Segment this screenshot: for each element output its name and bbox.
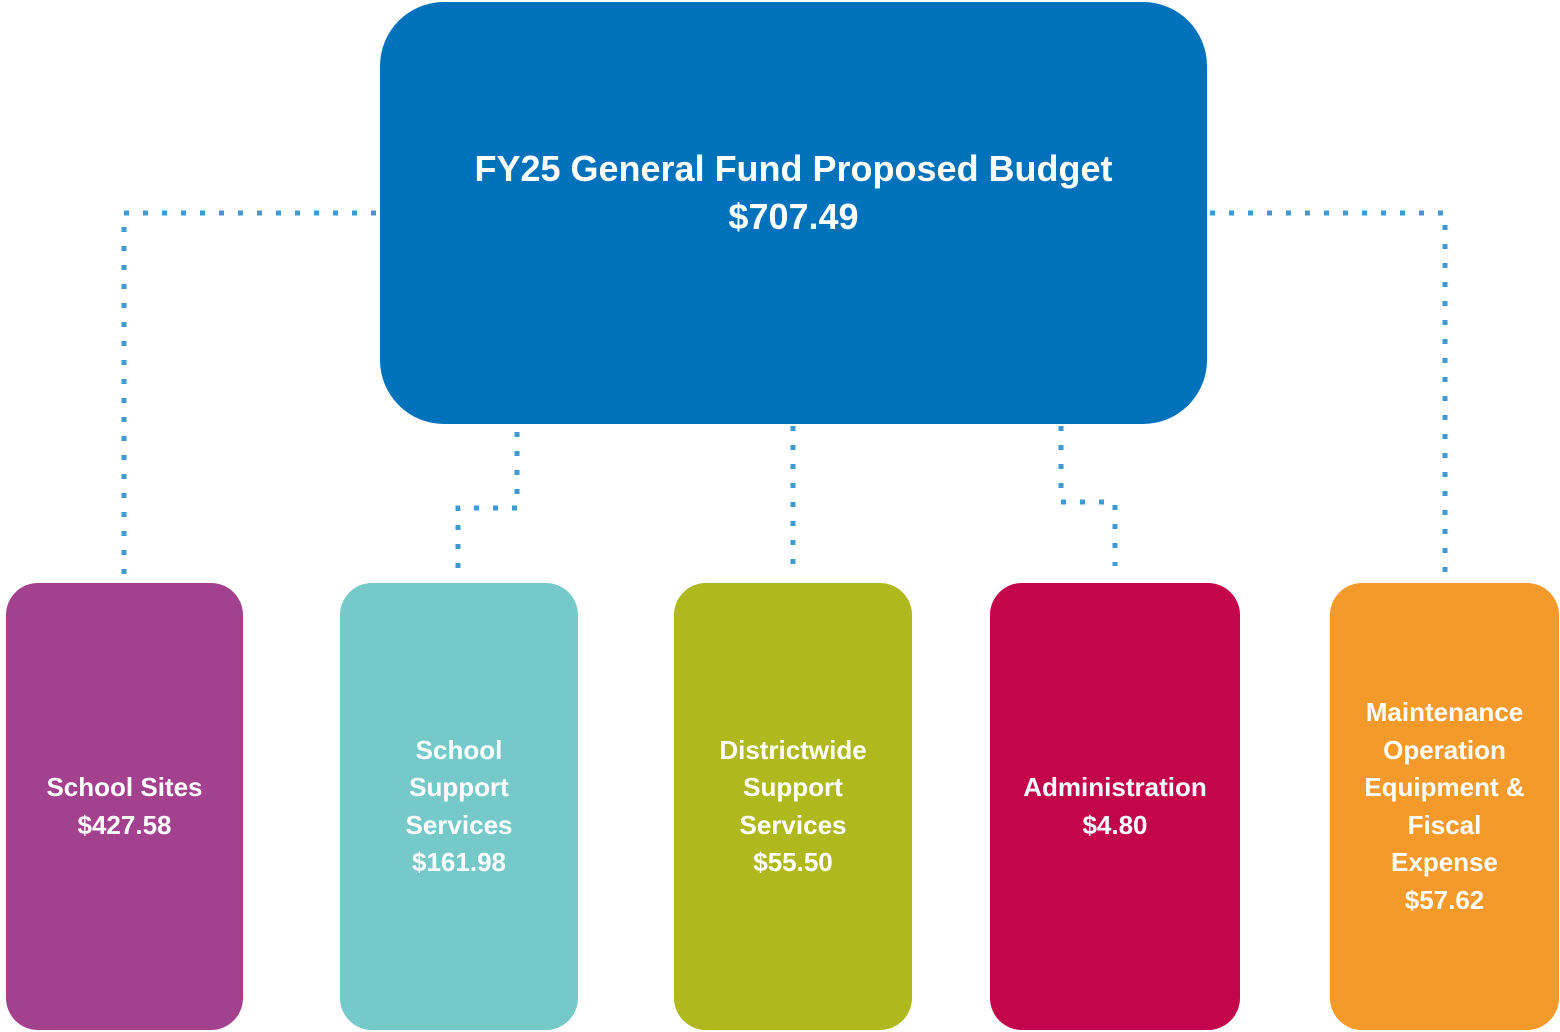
node-value: $57.62 [1404, 884, 1485, 915]
node-label: Operation [1383, 734, 1506, 765]
node-box: Maintenance Operation Equipment & Fiscal Exp… [1330, 583, 1559, 1030]
node-value: $427.58 [77, 809, 172, 840]
node-label: Maintenance [1365, 697, 1524, 727]
node-value: $4.80 [1082, 809, 1148, 840]
node-box: School Sites $427.58 [6, 583, 243, 1030]
node-label: Administration [1023, 772, 1207, 802]
node-box: Districtwide Support Services $55.50 [674, 583, 912, 1030]
node-label: Fiscal [1407, 809, 1482, 840]
node-label: Support [409, 772, 509, 802]
node-box: School Support Services $161.98 [340, 583, 578, 1030]
root-value: $707.49 [728, 196, 859, 237]
connector [1210, 210, 1448, 572]
node-value: $161.98 [412, 847, 506, 877]
node-label: Services [405, 809, 513, 840]
connector [1058, 426, 1118, 566]
connector [121, 210, 376, 578]
node-label: Equipment & [1364, 772, 1525, 802]
node-label: Services [739, 809, 847, 840]
node-label: Expense [1391, 847, 1498, 877]
node-label: Support [743, 772, 843, 802]
node-value: $55.50 [753, 847, 833, 877]
root-title: FY25 General Fund Proposed Budget [474, 148, 1113, 189]
node-box: Administration $4.80 [990, 583, 1240, 1030]
root-box: FY25 General Fund Proposed Budget $707.4… [380, 2, 1207, 424]
node-label: Districtwide [719, 734, 867, 765]
node-label: School [415, 734, 503, 765]
connector [455, 432, 520, 572]
node-label: School Sites [46, 772, 203, 802]
